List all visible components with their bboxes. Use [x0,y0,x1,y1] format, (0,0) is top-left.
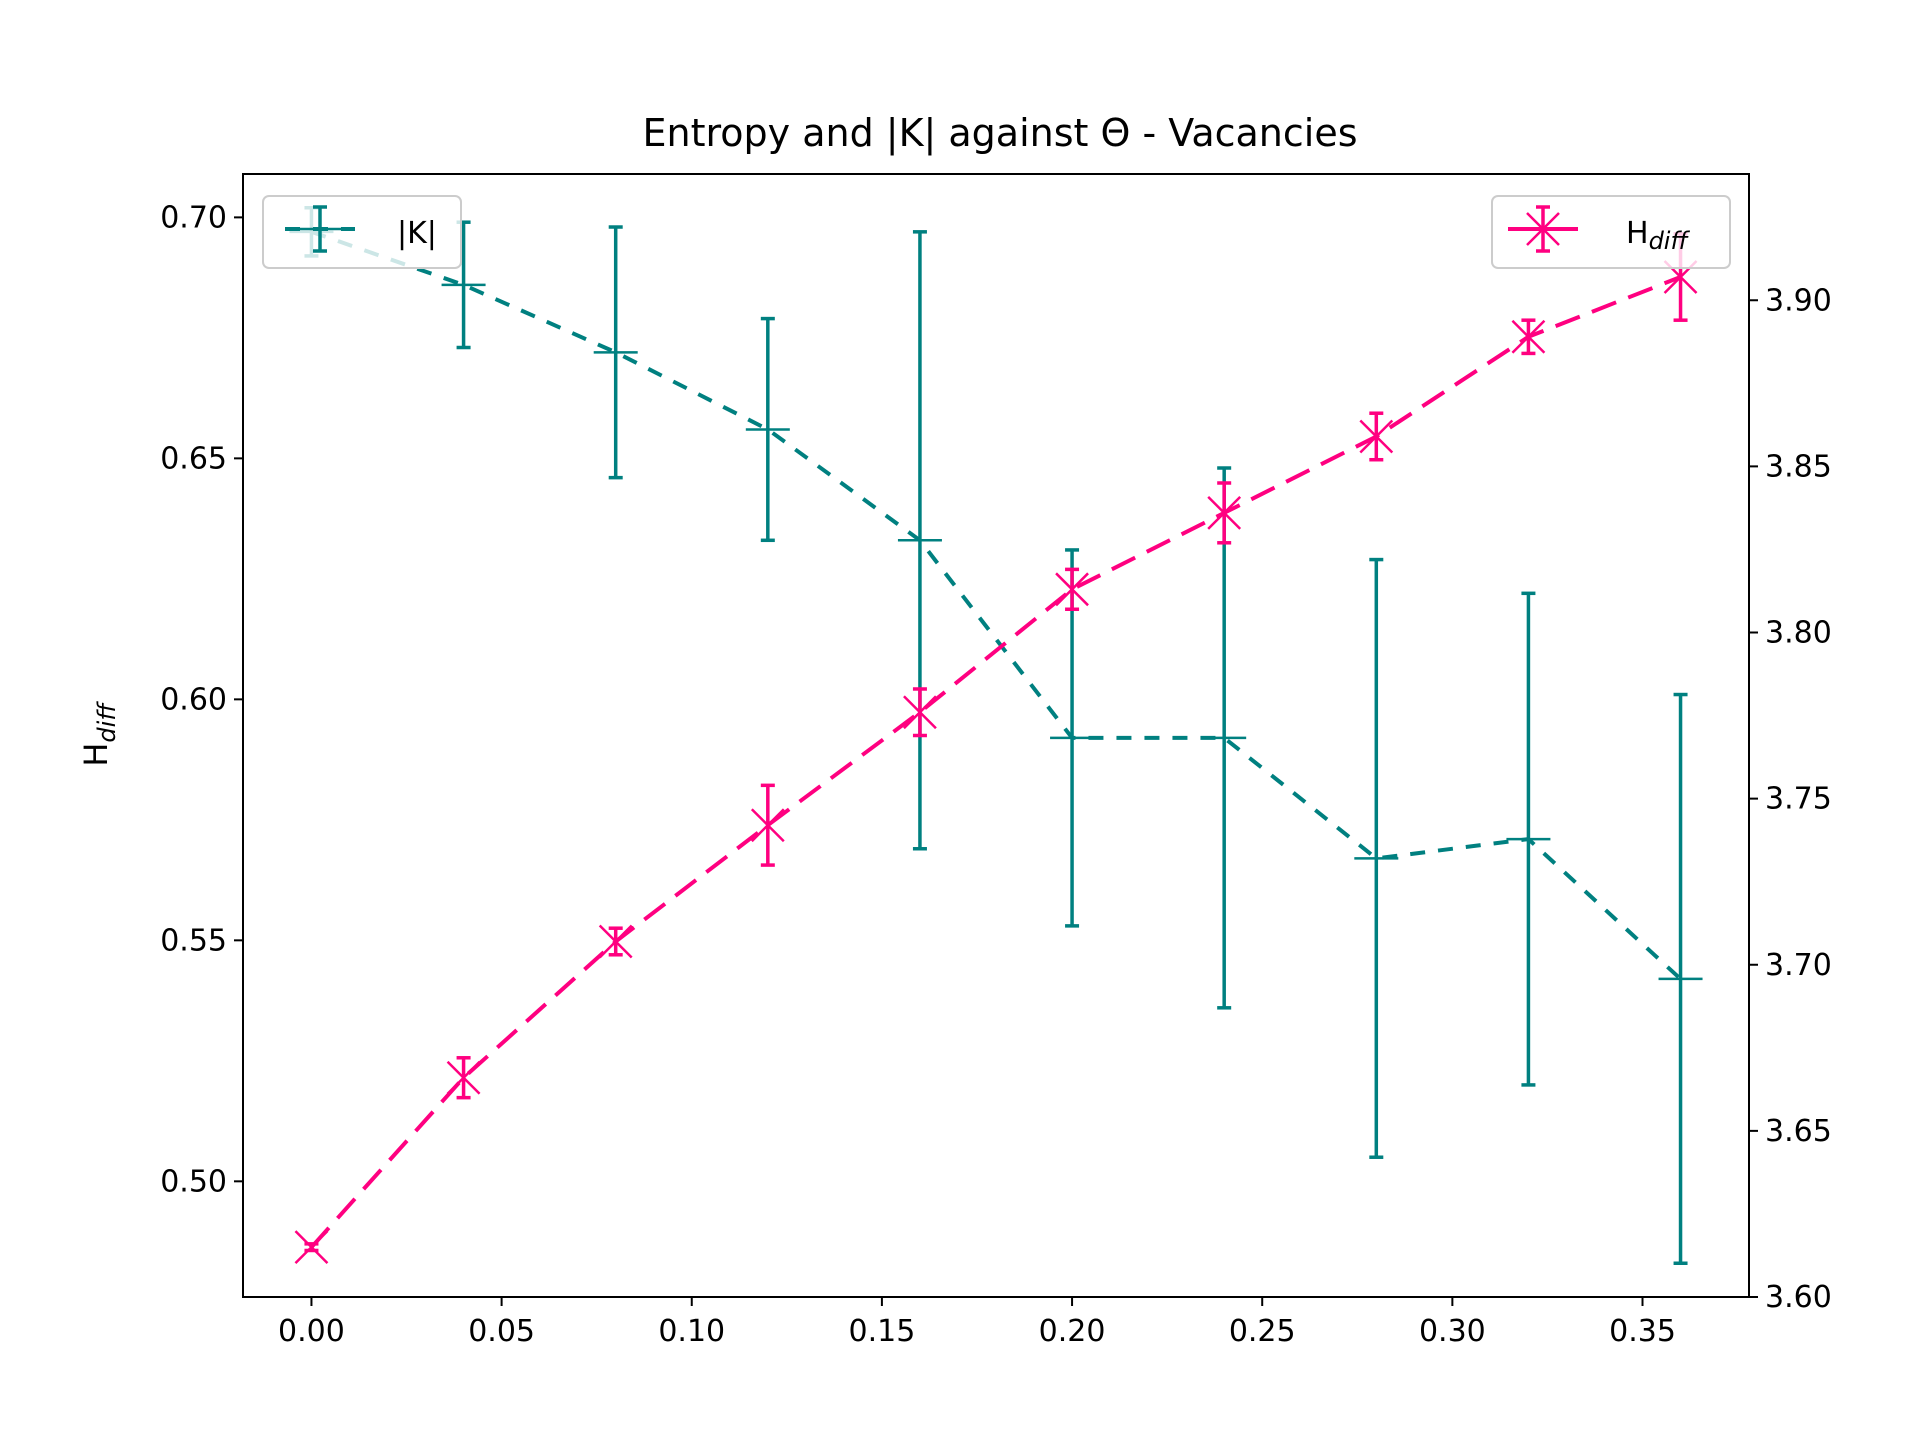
series-k-point [1202,715,1247,760]
series-k-point [1658,956,1703,1001]
series-k-point [1050,715,1095,760]
series-k-point [1506,817,1551,862]
chart-title: Entropy and |K| against Θ - Vacancies [642,111,1357,156]
x-tick-label: 0.10 [658,1314,725,1349]
legend-h-frame [1491,195,1731,269]
series-h-line [310,275,1682,1249]
y-axis-left: 0.50 0.55 0.60 0.65 0.70 [160,200,243,1199]
plot-area [289,205,1703,1266]
y-left-tick-label: 0.60 [160,682,227,717]
series-h-point [598,924,633,959]
y-left-tick-label: 0.55 [160,923,227,958]
y-axis-label: Hdiff [77,701,121,767]
plot-frame [242,173,1750,1298]
series-k [289,205,1703,1266]
x-tick-label: 0.25 [1229,1314,1296,1349]
legend-h-label: Hdiff [1626,216,1690,255]
series-h-point [294,1230,329,1265]
x-tick-label: 0.20 [1039,1314,1106,1349]
y-axis-right: 3.60 3.65 3.70 3.75 3.80 3.85 3.90 [1749,283,1832,1315]
legend-h: Hdiff [1491,195,1731,269]
y-right-tick-label: 3.70 [1765,948,1832,983]
legend-k-frame [262,195,462,269]
series-k-point [1354,836,1399,881]
x-tick-label: 0.05 [468,1314,535,1349]
legend-h-swatch [1508,205,1578,253]
series-h-point [1511,319,1546,354]
legend-k-swatch [285,205,355,253]
series-k-point [745,407,790,452]
y-right-tick-label: 3.90 [1765,283,1832,318]
series-h-point [1055,572,1089,607]
y-left-tick-label: 0.50 [160,1164,227,1199]
x-tick-label: 0.35 [1609,1314,1676,1349]
legend-k-label: |K| [397,216,437,251]
y-right-tick-label: 3.65 [1765,1114,1832,1149]
x-tick-label: 0.00 [278,1314,345,1349]
series-k-point [593,330,638,375]
y-right-tick-label: 3.85 [1765,449,1832,484]
series-k-point [897,518,942,563]
y-right-tick-label: 3.80 [1765,616,1832,651]
y-left-tick-label: 0.65 [160,441,227,476]
series-h [294,232,1698,1265]
series-h-point [446,1060,481,1095]
series-h-point [750,808,785,843]
y-right-tick-label: 3.75 [1765,782,1832,817]
series-h-point [903,695,937,730]
x-axis: 0.00 0.05 0.10 0.15 0.20 0.25 0.30 0.35 [278,1297,1676,1349]
series-h-point [1359,419,1394,454]
series-h-point [1207,496,1242,530]
y-right-tick-label: 3.60 [1765,1280,1832,1315]
legend-k: |K| [262,195,462,269]
x-tick-label: 0.15 [849,1314,916,1349]
series-k-line [310,229,1682,981]
legend-h-marker [1526,212,1560,246]
x-tick-label: 0.30 [1419,1314,1486,1349]
series-k-point [441,262,486,307]
legend-k-marker [298,207,342,251]
y-left-tick-label: 0.70 [160,200,227,235]
